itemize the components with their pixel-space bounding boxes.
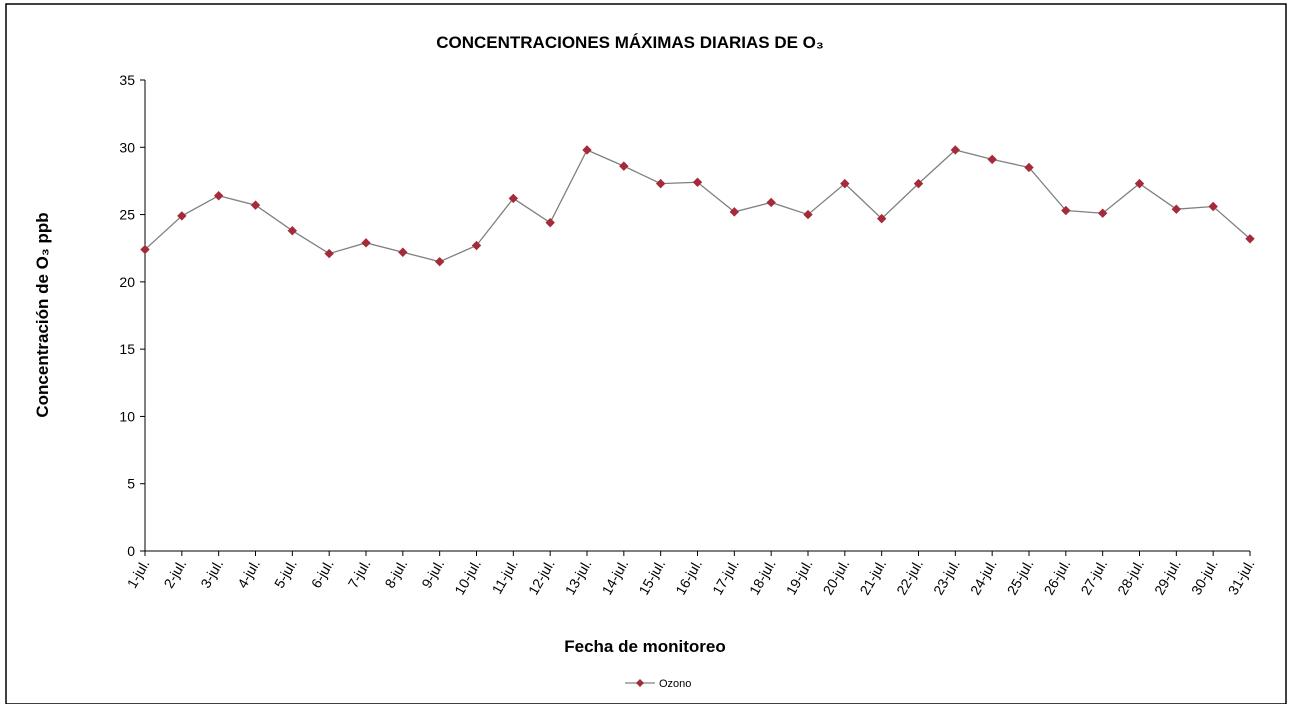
chart-title: CONCENTRACIONES MÁXIMAS DIARIAS DE O₃ xyxy=(436,33,824,52)
y-tick-label: 35 xyxy=(119,72,135,88)
data-point xyxy=(361,238,371,248)
data-point xyxy=(398,247,408,257)
data-point xyxy=(1061,205,1071,216)
data-point xyxy=(803,209,813,220)
data-point xyxy=(619,161,629,171)
data-point xyxy=(913,178,924,189)
data-point xyxy=(1097,208,1108,218)
legend-label: Ozono xyxy=(659,678,691,690)
data-point xyxy=(692,177,703,187)
data-point xyxy=(1134,178,1145,189)
data-point xyxy=(729,207,740,217)
chart-frame xyxy=(5,3,1287,704)
y-tick-label: 0 xyxy=(127,543,135,559)
data-point xyxy=(545,217,555,228)
data-point xyxy=(766,197,776,208)
data-point xyxy=(582,145,592,155)
data-point xyxy=(471,240,482,251)
x-axis-label: Fecha de monitoreo xyxy=(564,637,726,656)
data-point xyxy=(140,244,150,255)
data-point xyxy=(434,256,445,267)
data-point xyxy=(987,154,997,165)
data-point xyxy=(1171,204,1182,214)
data-point xyxy=(324,248,334,259)
data-point xyxy=(655,178,666,189)
data-point xyxy=(950,145,961,155)
data-point xyxy=(508,193,519,204)
data-point xyxy=(287,226,298,236)
data-point xyxy=(213,191,224,201)
legend-marker xyxy=(636,679,644,687)
data-point xyxy=(250,200,261,210)
y-axis-label: Concentración de O₃ ppb xyxy=(33,212,52,417)
data-point xyxy=(1208,201,1218,212)
data-point xyxy=(1245,234,1255,244)
y-tick-label: 25 xyxy=(119,207,135,223)
y-tick-label: 20 xyxy=(119,274,135,290)
data-point xyxy=(177,211,187,221)
y-tick-label: 30 xyxy=(119,139,135,155)
y-tick-label: 15 xyxy=(119,341,135,357)
y-tick-label: 5 xyxy=(127,476,135,492)
data-point xyxy=(840,178,850,189)
y-tick-label: 10 xyxy=(119,408,135,424)
data-point xyxy=(1024,162,1034,173)
data-point xyxy=(876,213,887,224)
